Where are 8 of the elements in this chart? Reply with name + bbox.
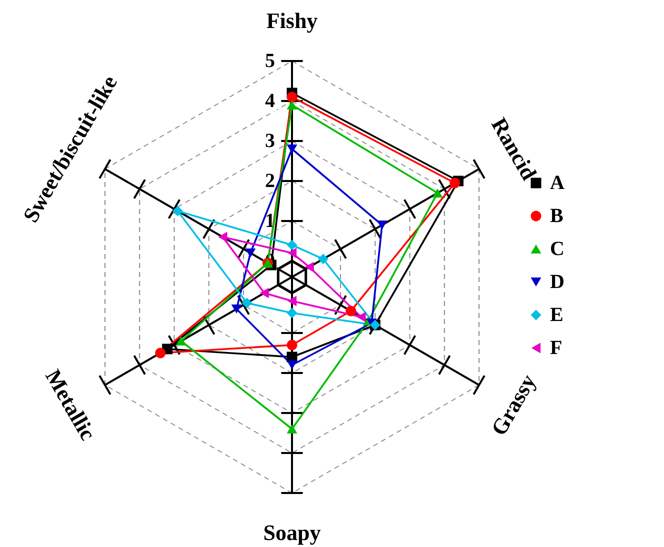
legend-label: A — [550, 172, 565, 194]
legend-label: C — [550, 238, 564, 260]
spoke-label: Soapy — [263, 520, 321, 545]
spoke-label: Fishy — [266, 8, 318, 33]
legend-label: F — [550, 337, 562, 359]
legend-label: D — [550, 271, 564, 293]
legend-label: E — [550, 304, 564, 326]
legend-label: B — [550, 205, 564, 227]
